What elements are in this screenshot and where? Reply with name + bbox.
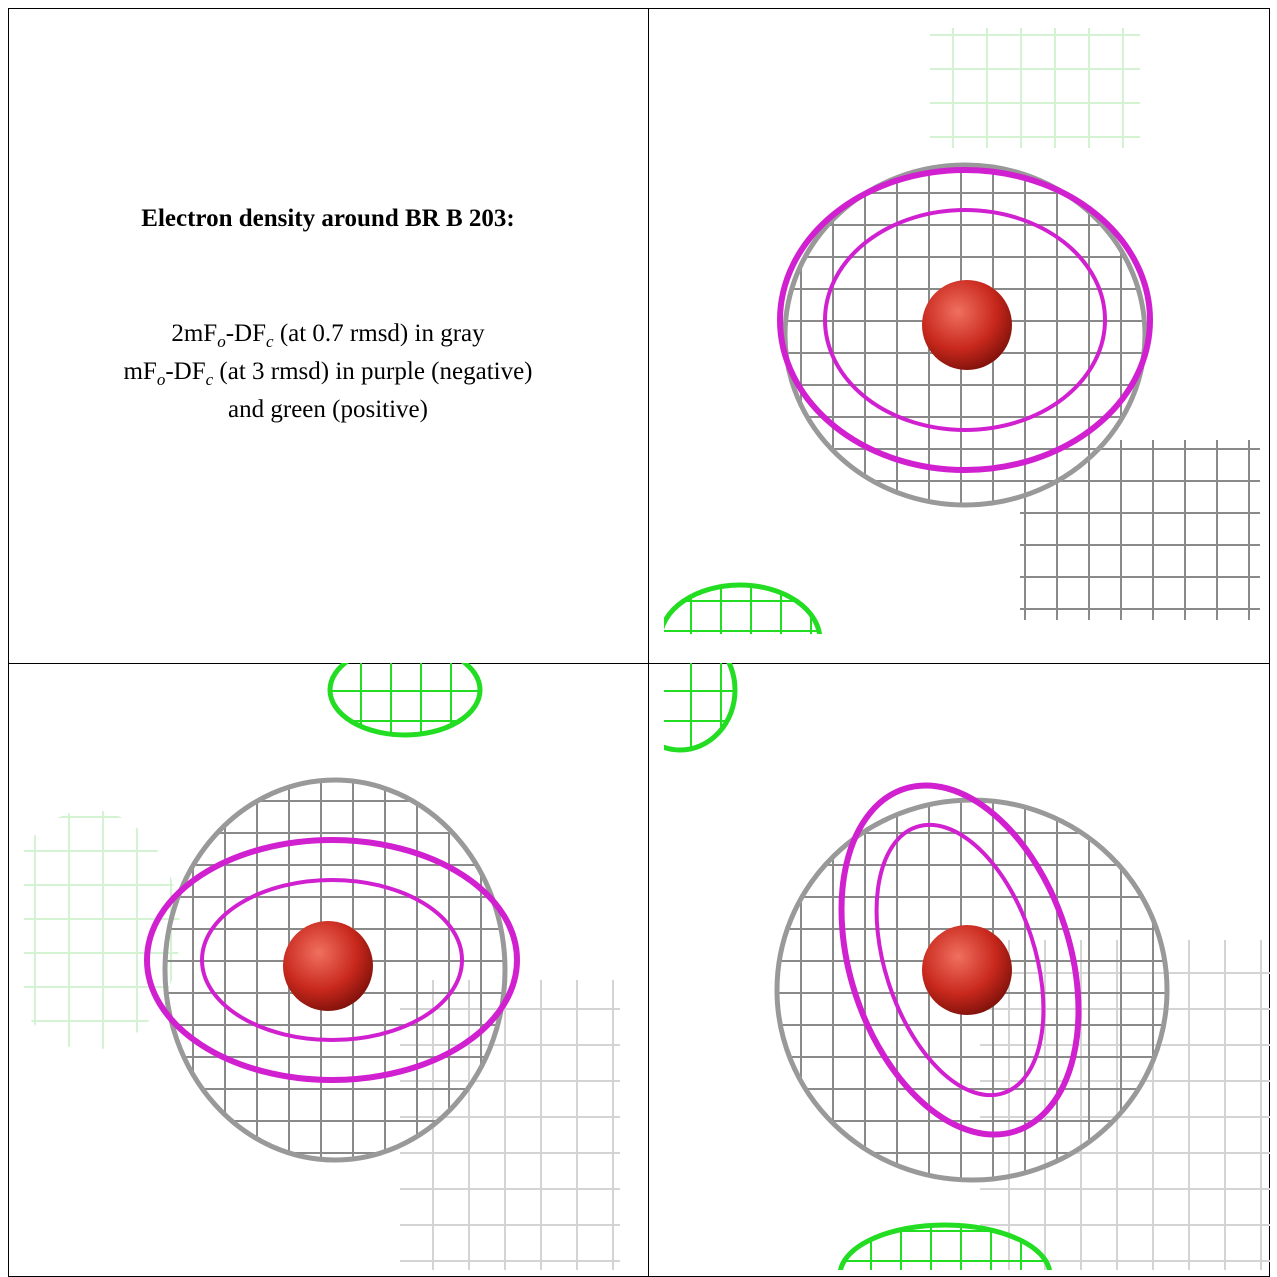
subscript: o <box>156 370 166 389</box>
positive-mesh <box>327 663 483 738</box>
text: 2mF <box>171 320 218 347</box>
positive-mesh <box>838 1222 1052 1270</box>
caption-line: 2mFo-DFc (at 0.7 rmsd) in gray <box>8 320 648 352</box>
negative-mesh <box>838 782 1082 1138</box>
negative-mesh <box>144 837 520 1083</box>
density-panel <box>664 28 1260 634</box>
subscript: c <box>205 370 214 389</box>
atom <box>283 921 373 1011</box>
text: mF <box>123 358 157 385</box>
negative-mesh <box>200 878 464 1042</box>
text: -DF <box>165 358 206 385</box>
subscript: o <box>217 332 226 351</box>
text: and green (positive) <box>228 396 428 423</box>
positive-mesh <box>930 28 1140 148</box>
atom <box>922 280 1012 370</box>
text: -DF <box>225 320 267 347</box>
subscript: c <box>266 332 274 351</box>
positive-mesh <box>664 663 738 753</box>
negative-mesh <box>874 822 1046 1098</box>
caption-title: Electron density around BR B 203: <box>141 205 515 232</box>
caption-line: mFo-DFc (at 3 rmsd) in purple (negative) <box>8 358 648 390</box>
positive-mesh <box>24 810 180 1050</box>
positive-mesh <box>664 582 823 634</box>
density-panel <box>24 663 620 1270</box>
atom <box>922 925 1012 1015</box>
caption-line: and green (positive) <box>8 396 648 424</box>
negative-mesh <box>823 208 1107 432</box>
density-panel <box>664 663 1270 1270</box>
text: (at 0.7 rmsd) in gray <box>273 320 485 347</box>
text: (at 3 rmsd) in purple (negative) <box>213 358 533 385</box>
negative-mesh <box>777 167 1153 473</box>
